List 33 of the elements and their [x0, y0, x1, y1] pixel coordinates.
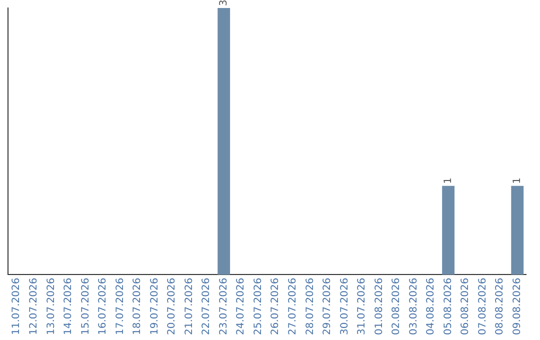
- x-tick-label: 27.07.2026: [287, 278, 298, 336]
- data-label: 3: [218, 0, 230, 6]
- x-tick-label: 24.07.2026: [236, 278, 247, 336]
- x-tick-label: 26.07.2026: [270, 278, 282, 336]
- x-tick-label: 08.08.2026: [494, 278, 506, 336]
- x-tick-label: 02.08.2026: [391, 278, 402, 336]
- x-tick-label: 16.07.2026: [98, 278, 109, 336]
- x-tick-label: 04.08.2026: [426, 278, 437, 336]
- x-tick-label: 14.07.2026: [63, 278, 74, 336]
- x-tick-label: 15.07.2026: [80, 278, 92, 336]
- x-tick-label: 25.07.2026: [252, 278, 264, 336]
- x-tick-label: 07.08.2026: [477, 278, 488, 336]
- x-tick-label: 28.07.2026: [304, 278, 316, 336]
- x-tick-label: 19.07.2026: [149, 278, 160, 336]
- x-tick-label: 29.07.2026: [322, 278, 334, 336]
- x-tick-label: 18.07.2026: [132, 278, 144, 336]
- x-tick-label: 13.07.2026: [46, 278, 57, 336]
- x-tick-label: 22.07.2026: [201, 278, 212, 336]
- x-tick-label: 21.07.2026: [184, 278, 195, 336]
- x-tick-label: 01.08.2026: [374, 278, 385, 336]
- x-tick-label: 17.07.2026: [114, 278, 126, 336]
- data-label: 1: [442, 177, 454, 184]
- x-tick-label: 31.07.2026: [356, 278, 368, 336]
- x-tick-label: 03.08.2026: [408, 278, 420, 336]
- data-label: 1: [512, 177, 523, 184]
- x-tick-label: 09.08.2026: [512, 278, 523, 336]
- x-tick-label: 20.07.2026: [166, 278, 178, 336]
- x-tick-label: 06.08.2026: [460, 278, 472, 336]
- x-tick-label: 05.08.2026: [442, 278, 454, 336]
- x-tick-label: 12.07.2026: [28, 278, 40, 336]
- x-tick-label: 23.07.2026: [218, 278, 230, 336]
- x-tick-label: 30.07.2026: [339, 278, 350, 336]
- x-tick-label: 11.07.2026: [11, 278, 22, 336]
